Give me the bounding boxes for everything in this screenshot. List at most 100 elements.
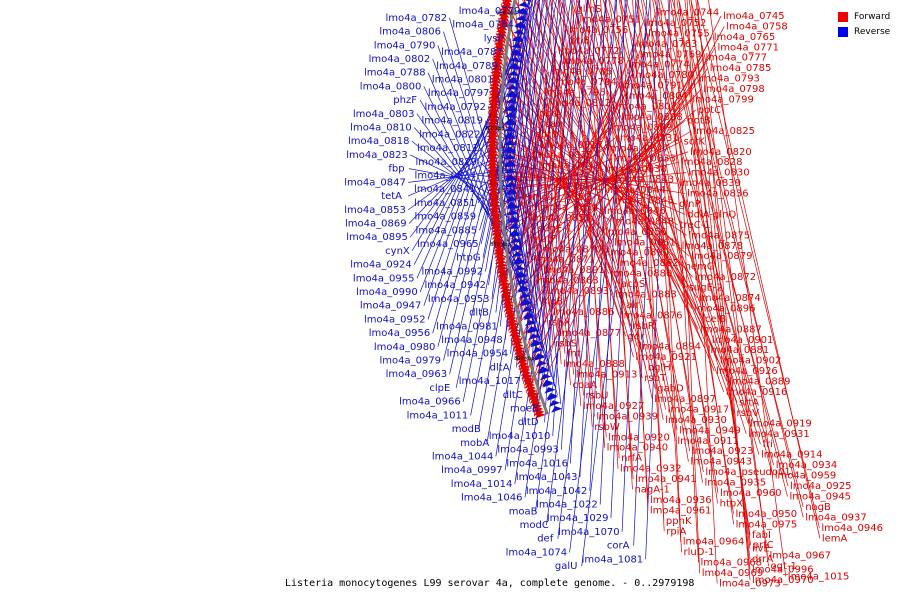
forward-gene-label[interactable]: lmo4a_0769 bbox=[640, 49, 702, 60]
forward-gene-arrow[interactable] bbox=[487, 141, 499, 147]
reverse-gene-arrow[interactable] bbox=[505, 90, 518, 97]
forward-gene-arrow[interactable] bbox=[519, 363, 530, 371]
forward-gene-arrow[interactable] bbox=[494, 252, 506, 258]
forward-gene-label[interactable]: lmo4a_0871 bbox=[533, 255, 595, 266]
forward-gene-label[interactable]: ppnK bbox=[666, 516, 692, 527]
forward-gene-arrow[interactable] bbox=[487, 144, 499, 150]
reverse-gene-label[interactable]: lmo4a_1017 bbox=[459, 376, 521, 387]
forward-gene-arrow[interactable] bbox=[487, 173, 499, 179]
forward-gene-label[interactable]: lmo4a_0960 bbox=[720, 488, 782, 499]
reverse-gene-arrow[interactable] bbox=[504, 126, 517, 132]
reverse-gene-arrow[interactable] bbox=[509, 56, 522, 63]
reverse-gene-label[interactable]: tetA bbox=[381, 191, 402, 202]
forward-gene-arrow[interactable] bbox=[489, 208, 501, 214]
forward-gene-label[interactable]: lmo4a_0901 bbox=[712, 335, 774, 346]
forward-gene-arrow[interactable] bbox=[488, 97, 500, 103]
reverse-gene-label[interactable]: lmo4a_0811 bbox=[417, 143, 479, 154]
reverse-gene-arrow[interactable] bbox=[511, 251, 524, 258]
forward-gene-label[interactable]: lmo4a_0848 bbox=[613, 216, 675, 227]
reverse-gene-arrow[interactable] bbox=[531, 347, 544, 354]
forward-gene-arrow[interactable] bbox=[493, 242, 505, 249]
reverse-gene-label[interactable]: fbp bbox=[388, 164, 404, 175]
forward-gene-label[interactable]: lmo4a_1015 bbox=[788, 572, 850, 583]
forward-gene-label[interactable]: htpX bbox=[720, 498, 744, 509]
forward-gene-arrow[interactable] bbox=[491, 59, 503, 65]
reverse-gene-arrow[interactable] bbox=[504, 112, 517, 118]
reverse-gene-label[interactable]: lmo4a_1029 bbox=[547, 513, 609, 524]
reverse-gene-label[interactable]: lmo4a_0792 bbox=[424, 102, 486, 113]
forward-gene-arrow[interactable] bbox=[496, 27, 507, 34]
forward-gene-arrow[interactable] bbox=[500, 289, 512, 296]
reverse-gene-label[interactable]: lmo4a_1043 bbox=[516, 472, 578, 483]
forward-gene-label[interactable]: lmo4a_pseudo01 bbox=[705, 467, 790, 478]
forward-gene-label[interactable]: rsbU bbox=[586, 390, 609, 401]
reverse-gene-arrow[interactable] bbox=[517, 285, 530, 292]
forward-gene-label[interactable]: lmo4a_0945 bbox=[789, 491, 851, 502]
forward-gene-arrow[interactable] bbox=[487, 176, 499, 182]
forward-gene-arrow[interactable] bbox=[487, 169, 499, 176]
forward-gene-arrow[interactable] bbox=[497, 18, 509, 25]
forward-gene-arrow[interactable] bbox=[526, 388, 538, 395]
forward-gene-label[interactable]: lmo4a_0785 bbox=[710, 63, 772, 74]
reverse-gene-arrow[interactable] bbox=[512, 257, 525, 264]
forward-gene-arrow[interactable] bbox=[506, 314, 517, 321]
reverse-gene-label[interactable]: lmo4a_1010 bbox=[489, 431, 551, 442]
forward-gene-label[interactable]: lmo4a_0880 bbox=[611, 269, 673, 280]
forward-gene-label[interactable]: lmo4a_0862 bbox=[617, 258, 679, 269]
forward-gene-arrow[interactable] bbox=[492, 55, 504, 62]
reverse-gene-label[interactable]: lmo4a_0841 bbox=[414, 184, 476, 195]
forward-gene-arrow[interactable] bbox=[487, 125, 499, 131]
reverse-gene-label[interactable]: lmo4a_0992 bbox=[422, 266, 484, 277]
forward-gene-label[interactable]: fabI bbox=[752, 530, 771, 541]
forward-gene-label[interactable]: lmo4a_0758 bbox=[726, 21, 788, 32]
forward-gene-arrow[interactable] bbox=[487, 131, 499, 137]
forward-gene-label[interactable]: lmo4a_0877 bbox=[559, 328, 621, 339]
forward-gene-label[interactable]: lmo4a_0930 bbox=[665, 415, 727, 426]
forward-gene-label[interactable]: lmo4a_0914 bbox=[761, 450, 823, 461]
forward-gene-arrow[interactable] bbox=[522, 376, 534, 383]
forward-gene-label[interactable]: lmo4a_0888 bbox=[563, 359, 625, 370]
reverse-gene-arrow[interactable] bbox=[504, 160, 517, 166]
reverse-gene-label[interactable]: lmo4a_0802 bbox=[369, 54, 431, 65]
reverse-gene-label[interactable]: lmo4a_1046 bbox=[461, 493, 523, 504]
forward-gene-arrow[interactable] bbox=[509, 330, 521, 337]
forward-gene-label[interactable]: hemG bbox=[685, 262, 715, 273]
forward-gene-arrow[interactable] bbox=[502, 296, 513, 302]
forward-gene-arrow[interactable] bbox=[491, 62, 503, 68]
forward-gene-label[interactable]: lmo4a_0886 bbox=[553, 307, 615, 318]
forward-gene-arrow[interactable] bbox=[499, 5, 511, 12]
forward-gene-label[interactable]: lmo4a_0917 bbox=[668, 404, 730, 415]
forward-gene-label[interactable]: nrfA bbox=[621, 453, 642, 464]
forward-gene-label[interactable]: lmo4a_0844 bbox=[604, 185, 666, 196]
forward-gene-arrow[interactable] bbox=[504, 308, 516, 315]
reverse-gene-arrow[interactable] bbox=[535, 360, 548, 367]
reverse-gene-label[interactable]: lmo4a_0979 bbox=[379, 356, 441, 367]
reverse-gene-label[interactable]: htpG bbox=[456, 253, 480, 264]
forward-gene-arrow[interactable] bbox=[489, 78, 501, 84]
reverse-gene-arrow[interactable] bbox=[510, 49, 523, 55]
reverse-gene-label[interactable]: lmo4a_0819 bbox=[421, 116, 483, 127]
forward-gene-label[interactable]: lmo4a_0911 bbox=[677, 436, 739, 447]
reverse-gene-arrow[interactable] bbox=[505, 188, 518, 194]
forward-gene-label[interactable]: lmo4a_0879 bbox=[691, 251, 753, 262]
forward-gene-label[interactable]: celB bbox=[705, 314, 726, 325]
reverse-gene-arrow[interactable] bbox=[551, 406, 563, 413]
reverse-gene-label[interactable]: lmo4a_0800 bbox=[360, 81, 422, 92]
forward-gene-label[interactable]: lmo4a_0916 bbox=[726, 387, 788, 398]
reverse-gene-arrow[interactable] bbox=[537, 366, 550, 373]
forward-gene-label[interactable]: lmo4a_0883 bbox=[615, 290, 677, 301]
forward-gene-label[interactable]: gor bbox=[628, 331, 645, 342]
reverse-gene-arrow[interactable] bbox=[506, 202, 519, 208]
reverse-gene-arrow[interactable] bbox=[519, 0, 531, 2]
forward-gene-arrow[interactable] bbox=[488, 198, 500, 204]
forward-gene-label[interactable]: lemA bbox=[822, 533, 848, 544]
reverse-gene-arrow[interactable] bbox=[504, 168, 517, 174]
reverse-gene-label[interactable]: lmo4a_0859 bbox=[415, 212, 477, 223]
forward-gene-label[interactable]: lmo4a_0896 bbox=[694, 303, 756, 314]
forward-gene-label[interactable]: lmo4a_0756 bbox=[567, 25, 629, 36]
forward-gene-label[interactable]: lmo4a_0940 bbox=[607, 443, 669, 454]
forward-gene-arrow[interactable] bbox=[490, 220, 502, 227]
forward-gene-label[interactable]: lmo4a_0846 bbox=[604, 206, 666, 217]
forward-gene-label[interactable]: lmo4a_0808 bbox=[621, 112, 683, 123]
reverse-gene-label[interactable]: lmo4a_0788 bbox=[364, 68, 426, 79]
